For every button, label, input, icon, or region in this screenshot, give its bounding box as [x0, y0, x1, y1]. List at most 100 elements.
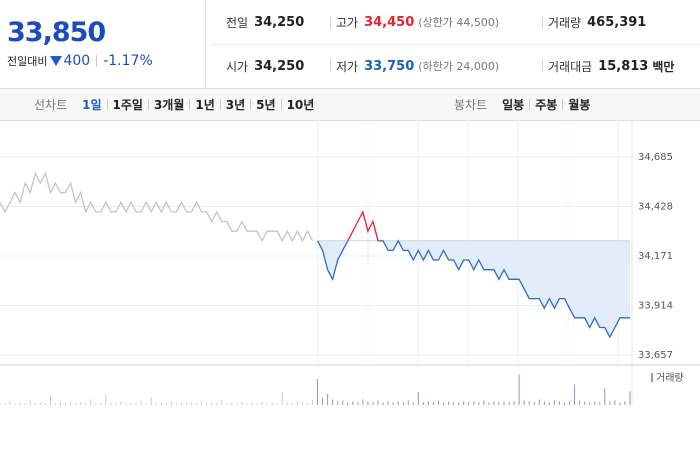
volume-bar — [145, 403, 147, 405]
change: 400 — [63, 53, 91, 69]
tab[interactable]: 1년 — [195, 98, 215, 112]
volume-bar — [19, 402, 21, 405]
volume-bar — [216, 403, 218, 405]
quote-header: 33,850 전일대비 400 -1.17% 전일 34,250 고가 34,450(… — [0, 0, 700, 88]
stat-label: 저가 — [336, 59, 359, 74]
volume-bar — [417, 392, 419, 405]
volume-bar — [448, 401, 450, 405]
volume-bar — [604, 388, 606, 405]
volume-bar — [95, 403, 97, 405]
divider — [147, 99, 149, 110]
stat-note: (상한가 44,500) — [418, 16, 500, 29]
stat-value: 34,250 — [254, 58, 305, 74]
volume-bar — [347, 402, 349, 405]
volume-bar — [427, 401, 429, 405]
volume-bar — [362, 399, 364, 405]
volume-bar — [563, 402, 565, 405]
stat-label: 거래대금 — [548, 59, 593, 74]
volume-bar — [24, 403, 26, 405]
stat-label: 시가 — [226, 59, 249, 74]
volume-bar — [65, 403, 67, 405]
volume-bar — [291, 403, 293, 405]
stat-value: 465,391 — [587, 14, 647, 30]
volume-bar — [110, 402, 112, 405]
stat: 시가 34,250 — [226, 44, 308, 88]
volume-bar — [251, 402, 253, 405]
volume-bar — [463, 401, 465, 405]
volume-bar — [165, 403, 167, 405]
tab[interactable]: 1일 — [82, 98, 102, 112]
tab[interactable]: 5년 — [256, 98, 276, 112]
volume-bar — [629, 391, 631, 405]
volume-bar — [301, 402, 303, 405]
divider — [542, 16, 543, 28]
volume-bar — [579, 400, 581, 405]
volume-bar — [211, 402, 213, 405]
line-up — [317, 210, 399, 241]
divider — [189, 99, 191, 110]
volume-bar — [105, 393, 107, 405]
volume-bar — [387, 401, 389, 405]
line — [316, 240, 630, 339]
divider — [250, 99, 252, 110]
stat-label: 전일 — [226, 15, 249, 30]
volume-bar — [34, 403, 36, 405]
volume-bar — [422, 402, 424, 405]
volume-bar — [437, 400, 439, 405]
down-icon — [50, 56, 63, 66]
volume-bar — [538, 399, 540, 405]
volume-bar — [256, 403, 258, 405]
y-tick-label: 34,685 — [638, 152, 673, 163]
volume-bar — [39, 402, 41, 405]
tab[interactable]: 일봉 — [502, 98, 525, 112]
change-row: 전일대비 400 -1.17% — [7, 53, 153, 69]
volume-bar — [533, 402, 535, 405]
volume-bar — [175, 403, 177, 405]
tab[interactable]: 주봉 — [535, 98, 558, 112]
volume-bar — [44, 403, 46, 405]
stat-value: 33,750 — [364, 58, 415, 74]
volume-bar — [503, 401, 505, 405]
tab[interactable]: 3년 — [225, 98, 246, 112]
volume-bar — [196, 403, 198, 405]
stat-label: 거래량 — [548, 15, 582, 30]
tab[interactable]: 월봉 — [568, 98, 591, 112]
tab[interactable]: 10년 — [286, 98, 315, 112]
volume-bar — [206, 403, 208, 405]
stat: 고가 34,450 (상한가 44,500) — [336, 0, 499, 44]
volume-bar — [29, 400, 31, 405]
legend-swatch — [651, 373, 653, 382]
line — [0, 171, 314, 243]
volume-bar — [493, 401, 495, 405]
volume-bar — [397, 401, 399, 405]
area — [317, 240, 630, 338]
tab-group-label: 봉차트 — [454, 98, 488, 112]
y-tick-label: 33,657 — [638, 350, 673, 361]
tab[interactable]: 3개월 — [153, 98, 185, 112]
volume-bar — [619, 402, 621, 405]
volume-bar — [236, 403, 238, 405]
volume-bar — [407, 400, 409, 405]
volume-bar — [458, 402, 460, 405]
volume-bar — [523, 400, 525, 405]
volume-bar — [90, 399, 92, 405]
divider — [96, 55, 98, 67]
divider — [562, 99, 564, 110]
volume-bar — [140, 400, 142, 405]
volume-bar — [443, 402, 445, 405]
volume-bar — [508, 402, 510, 405]
volume-bar — [0, 402, 1, 405]
volume-bar — [246, 403, 248, 405]
stat-unit: 백만 — [652, 59, 675, 74]
divider — [219, 99, 221, 110]
volume-bar — [170, 401, 172, 405]
tab[interactable]: 1주일 — [112, 98, 143, 112]
stat-value: 34,450 — [364, 14, 415, 30]
y-tick-label: 34,428 — [638, 202, 673, 213]
stat: 저가 33,750 (하한가 24,000) — [336, 44, 499, 88]
volume-bar — [367, 401, 369, 405]
volume-bar — [594, 401, 596, 405]
stat-note: (하한가 24,000) — [418, 60, 500, 73]
volume-bar — [49, 395, 51, 405]
